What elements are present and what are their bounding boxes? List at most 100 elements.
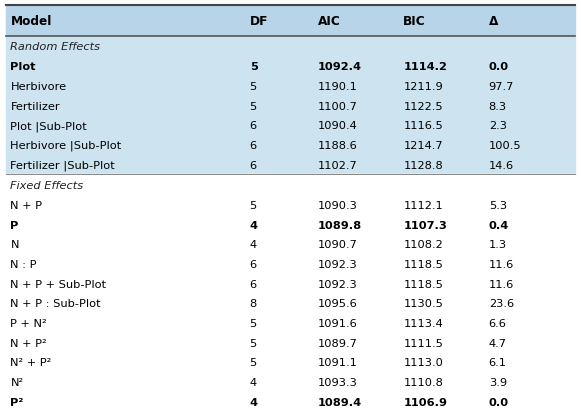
Text: 1090.3: 1090.3 — [318, 200, 358, 210]
Text: BIC: BIC — [403, 15, 426, 28]
Text: 6.1: 6.1 — [489, 357, 507, 367]
Text: Fertilizer |Sub-Plot: Fertilizer |Sub-Plot — [10, 160, 115, 171]
Text: Fertilizer: Fertilizer — [10, 101, 60, 111]
Bar — [6, 274, 575, 294]
Text: 8: 8 — [250, 299, 257, 308]
Text: Random Effects: Random Effects — [10, 42, 101, 52]
Bar — [6, 37, 575, 57]
Text: 1113.4: 1113.4 — [403, 318, 443, 328]
Text: 6: 6 — [250, 121, 257, 131]
Text: 1092.4: 1092.4 — [318, 62, 362, 72]
Text: 1091.1: 1091.1 — [318, 357, 358, 367]
Text: DF: DF — [250, 15, 268, 28]
Text: N : P: N : P — [10, 259, 37, 269]
Text: Herbivore: Herbivore — [10, 82, 67, 92]
Text: 1089.4: 1089.4 — [318, 397, 362, 407]
Text: 4: 4 — [250, 240, 257, 249]
Text: 4: 4 — [250, 220, 257, 230]
Text: 11.6: 11.6 — [489, 259, 514, 269]
Bar — [6, 353, 575, 372]
Text: 5: 5 — [250, 101, 257, 111]
Text: 6: 6 — [250, 160, 257, 170]
Text: 1116.5: 1116.5 — [403, 121, 443, 131]
Text: N²: N² — [10, 377, 24, 387]
Text: 1122.5: 1122.5 — [403, 101, 443, 111]
Text: N + P²: N + P² — [10, 338, 47, 348]
Text: 6: 6 — [250, 141, 257, 151]
Bar — [6, 254, 575, 274]
Text: 1089.8: 1089.8 — [318, 220, 362, 230]
Text: 1095.6: 1095.6 — [318, 299, 358, 308]
Text: 6: 6 — [250, 259, 257, 269]
Text: 1102.7: 1102.7 — [318, 160, 358, 170]
Text: 6.6: 6.6 — [489, 318, 507, 328]
Text: 1130.5: 1130.5 — [403, 299, 443, 308]
Text: 1092.3: 1092.3 — [318, 279, 358, 289]
Text: 6: 6 — [250, 279, 257, 289]
Bar — [6, 97, 575, 116]
Bar — [6, 175, 575, 196]
Text: 11.6: 11.6 — [489, 279, 514, 289]
Text: 1128.8: 1128.8 — [403, 160, 443, 170]
Bar — [6, 333, 575, 353]
Text: 0.0: 0.0 — [489, 62, 509, 72]
Text: 1092.3: 1092.3 — [318, 259, 358, 269]
Text: 97.7: 97.7 — [489, 82, 514, 92]
Bar — [6, 6, 575, 37]
Text: Plot: Plot — [10, 62, 36, 72]
Text: 8.3: 8.3 — [489, 101, 507, 111]
Text: 1093.3: 1093.3 — [318, 377, 358, 387]
Text: 1090.7: 1090.7 — [318, 240, 358, 249]
Text: 1113.0: 1113.0 — [403, 357, 443, 367]
Text: 3.9: 3.9 — [489, 377, 507, 387]
Text: P²: P² — [10, 397, 24, 407]
Bar — [6, 116, 575, 136]
Text: P + N²: P + N² — [10, 318, 47, 328]
Text: 5: 5 — [250, 318, 257, 328]
Text: 2.3: 2.3 — [489, 121, 507, 131]
Text: 1188.6: 1188.6 — [318, 141, 358, 151]
Text: 1108.2: 1108.2 — [403, 240, 443, 249]
Text: P: P — [10, 220, 19, 230]
Bar — [6, 57, 575, 77]
Text: 5: 5 — [250, 200, 257, 210]
Text: 5: 5 — [250, 62, 257, 72]
Text: 23.6: 23.6 — [489, 299, 514, 308]
Text: 4.7: 4.7 — [489, 338, 507, 348]
Text: 4: 4 — [250, 397, 257, 407]
Text: N² + P²: N² + P² — [10, 357, 52, 367]
Text: 1106.9: 1106.9 — [403, 397, 447, 407]
Text: Δ: Δ — [489, 15, 498, 28]
Text: 1107.3: 1107.3 — [403, 220, 447, 230]
Text: 1089.7: 1089.7 — [318, 338, 358, 348]
Bar — [6, 235, 575, 254]
Text: 4: 4 — [250, 377, 257, 387]
Text: 1111.5: 1111.5 — [403, 338, 443, 348]
Text: 1211.9: 1211.9 — [403, 82, 443, 92]
Bar — [6, 392, 575, 409]
Text: 1110.8: 1110.8 — [403, 377, 443, 387]
Bar — [6, 313, 575, 333]
Text: 100.5: 100.5 — [489, 141, 521, 151]
Text: 5: 5 — [250, 338, 257, 348]
Text: N + P + Sub-Plot: N + P + Sub-Plot — [10, 279, 106, 289]
Text: Plot |Sub-Plot: Plot |Sub-Plot — [10, 121, 87, 131]
Text: 1091.6: 1091.6 — [318, 318, 358, 328]
Text: 1214.7: 1214.7 — [403, 141, 443, 151]
Text: 1190.1: 1190.1 — [318, 82, 358, 92]
Text: 1112.1: 1112.1 — [403, 200, 443, 210]
Text: N: N — [10, 240, 19, 249]
Text: AIC: AIC — [318, 15, 340, 28]
Bar — [6, 294, 575, 313]
Text: Fixed Effects: Fixed Effects — [10, 180, 84, 190]
Text: 1118.5: 1118.5 — [403, 259, 443, 269]
Bar — [6, 372, 575, 392]
Bar — [6, 155, 575, 175]
Bar — [6, 215, 575, 235]
Text: Herbivore |Sub-Plot: Herbivore |Sub-Plot — [10, 140, 121, 151]
Bar — [6, 136, 575, 155]
Text: N + P : Sub-Plot: N + P : Sub-Plot — [10, 299, 101, 308]
Text: 0.4: 0.4 — [489, 220, 509, 230]
Text: 1100.7: 1100.7 — [318, 101, 358, 111]
Text: 5: 5 — [250, 357, 257, 367]
